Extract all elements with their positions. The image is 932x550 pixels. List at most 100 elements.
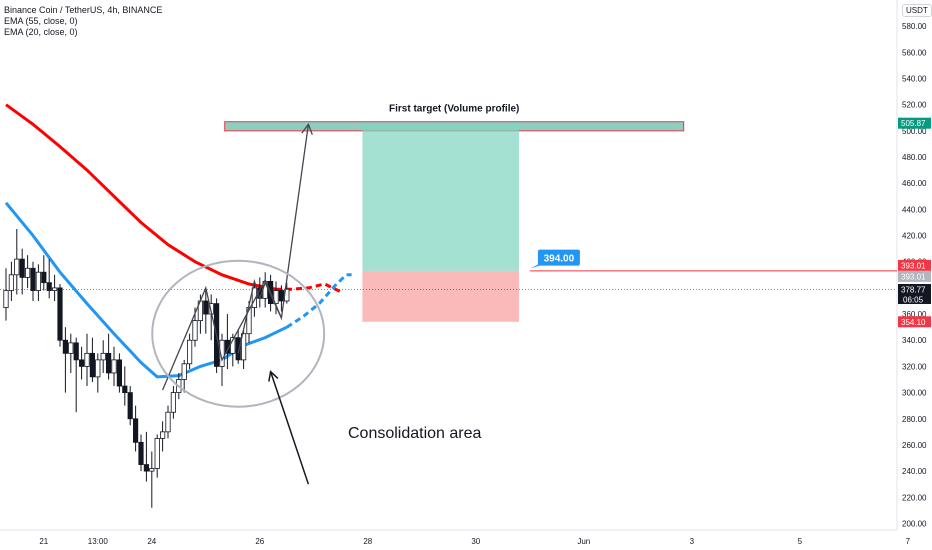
- price-axis-tag-label: 354.10: [901, 318, 926, 327]
- candle-body: [14, 258, 20, 276]
- y-tick-label: 540.00: [902, 75, 927, 84]
- candle-body: [111, 359, 117, 374]
- projection-zigzag-line: [162, 124, 310, 391]
- candle-body: [84, 352, 90, 367]
- x-tick-label: 21: [39, 537, 48, 546]
- y-tick-label: 280.00: [902, 415, 927, 424]
- consolidation-ellipse: [151, 259, 326, 408]
- candle-body: [273, 290, 279, 305]
- candle-body: [122, 385, 128, 393]
- candle-body: [3, 290, 9, 308]
- candle-body: [127, 392, 133, 420]
- candle-body: [100, 352, 106, 361]
- price-axis-tag-label: 393.01: [901, 261, 926, 270]
- zigzag-arrowhead: [301, 122, 313, 135]
- y-tick-label: 420.00: [902, 232, 927, 241]
- x-tick-label: Jun: [577, 537, 590, 546]
- candle-body: [68, 342, 74, 354]
- y-tick-label: 240.00: [902, 467, 927, 476]
- y-tick-label: 480.00: [902, 153, 927, 162]
- candle-body: [192, 320, 198, 341]
- candle-body: [79, 359, 85, 367]
- chart-legend: Binance Coin / TetherUS, 4h, BINANCE EMA…: [4, 5, 162, 38]
- x-tick-label: 30: [471, 537, 480, 546]
- consolidation-label: Consolidation area: [348, 425, 482, 442]
- candle-body: [106, 352, 112, 374]
- x-tick-label: 13:00: [88, 537, 109, 546]
- candle-body: [219, 339, 225, 367]
- y-tick-label: 260.00: [902, 441, 927, 450]
- y-tick-label: 500.00: [902, 127, 927, 136]
- long-position-stop-zone: [362, 270, 519, 322]
- y-tick-label: 320.00: [902, 362, 927, 371]
- candle-body: [89, 352, 95, 378]
- candle-body: [62, 339, 69, 354]
- y-tick-label: 560.00: [902, 48, 927, 57]
- candle-body: [30, 267, 36, 291]
- price-axis-tag: [898, 284, 931, 305]
- x-tick-label: 24: [147, 537, 156, 546]
- candle-body: [95, 359, 101, 378]
- callout-box: [537, 249, 580, 266]
- candle-body: [165, 411, 171, 433]
- ema20-legend: EMA (20, close, 0): [4, 27, 78, 37]
- y-tick-label: 200.00: [902, 519, 927, 528]
- x-tick-label: 7: [906, 537, 911, 546]
- candle-body: [46, 282, 52, 291]
- candle-body: [138, 441, 144, 465]
- bar-countdown-label: 06:05: [903, 296, 924, 305]
- candle-body: [73, 342, 79, 361]
- x-tick-label: 26: [255, 537, 264, 546]
- y-tick-label: 580.00: [902, 22, 927, 31]
- pattern-zigzag-line: [237, 278, 282, 354]
- price-axis-tag: [898, 117, 931, 129]
- candle-body: [116, 359, 122, 387]
- candle-body: [52, 287, 58, 291]
- candle-body: [170, 392, 176, 413]
- y-tick-label: 300.00: [902, 389, 927, 398]
- pointer-arrowhead: [268, 370, 279, 382]
- candle-body: [35, 271, 42, 291]
- candle-body: [41, 271, 47, 284]
- candle-body: [159, 431, 166, 439]
- long-position-profit-zone: [362, 123, 519, 271]
- candle-body: [230, 337, 236, 354]
- candle-body: [149, 468, 155, 472]
- x-tick-label: 5: [798, 537, 803, 546]
- price-axis-tag: [898, 316, 931, 328]
- candle-body: [186, 339, 193, 365]
- candle-body: [19, 258, 25, 278]
- ema20-projection-line: [285, 273, 352, 329]
- candle-body: [154, 437, 160, 469]
- candle-body: [8, 274, 14, 291]
- candle-body: [278, 290, 285, 302]
- price-axis-tag-label: 393.01: [901, 272, 926, 281]
- candle-body: [251, 287, 257, 308]
- candle-body: [57, 287, 63, 341]
- y-tick-label: 460.00: [902, 179, 927, 188]
- y-tick-label: 220.00: [902, 493, 927, 502]
- y-tick-label: 440.00: [902, 205, 927, 214]
- callout-label: 394.00: [544, 254, 575, 265]
- symbol-title: Binance Coin / TetherUS, 4h, BINANCE: [4, 5, 163, 15]
- candle-body: [181, 363, 187, 380]
- x-tick-label: 3: [690, 537, 695, 546]
- candle-body: [240, 333, 247, 361]
- price-axis-tag: [898, 259, 931, 271]
- price-axis-tag-label: 378.77: [901, 286, 926, 295]
- candle-body: [235, 337, 241, 361]
- candle-body: [132, 418, 139, 443]
- target-zone-label: First target (Volume profile): [389, 104, 519, 115]
- y-tick-label: 360.00: [902, 310, 927, 319]
- candle-body: [203, 300, 209, 315]
- currency-unit-badge[interactable]: USDT: [902, 4, 932, 17]
- pointer-arrow-line: [269, 371, 310, 485]
- candle-body: [24, 267, 31, 278]
- ema55-line: [5, 103, 277, 291]
- y-tick-label: 520.00: [902, 101, 927, 110]
- x-tick-label: 28: [363, 537, 372, 546]
- price-axis-tag-label: 505.87: [901, 119, 926, 128]
- price-axis-tag: [898, 270, 931, 282]
- y-tick-label: 340.00: [902, 336, 927, 345]
